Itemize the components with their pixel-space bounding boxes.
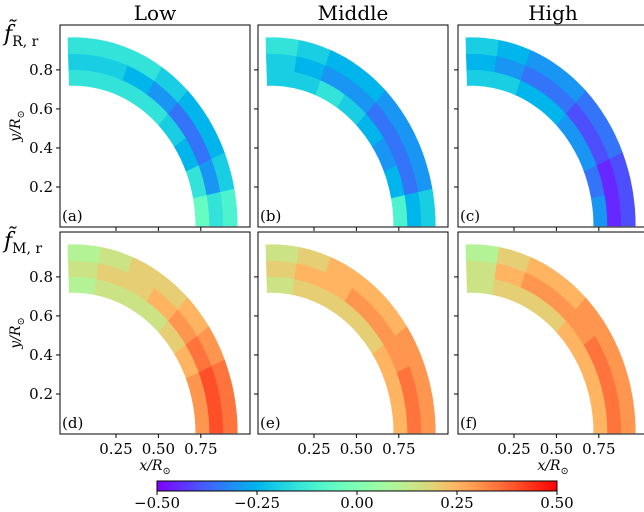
panel-label: (d): [62, 414, 83, 432]
field-cell: [604, 398, 622, 434]
field-cell: [465, 53, 497, 73]
label-text: x/R: [139, 458, 163, 474]
y-tick-label: 0.4: [29, 346, 53, 364]
field-cell: [192, 194, 210, 227]
y-tick-label: 0.6: [29, 100, 53, 118]
axis-label: x/R⊙: [537, 458, 568, 477]
axes-frame: [59, 24, 251, 228]
field-cell: [590, 401, 608, 434]
colorbar-tick-label: 0.00: [340, 494, 373, 512]
field-cell: [67, 37, 101, 57]
field-cell: [265, 244, 299, 264]
column-title: Middle: [318, 1, 389, 25]
x-tick-label: 0.50: [142, 440, 175, 458]
field-cell: [68, 276, 97, 295]
field-cell: [466, 69, 495, 88]
row-label: f̃R, r: [2, 20, 39, 50]
axes-frame: [59, 231, 251, 435]
colorbar: [156, 480, 558, 492]
field-cell: [465, 37, 499, 57]
field-cell: [192, 401, 210, 434]
y-tick-label: 0.4: [29, 139, 53, 157]
row-subscript: R, r: [12, 34, 38, 50]
label-subscript: ⊙: [162, 466, 170, 477]
axes-frame: [457, 231, 644, 435]
field-cell: [266, 276, 295, 295]
axes-frame: [257, 231, 449, 435]
field-cell: [604, 191, 622, 227]
field-cell: [404, 398, 422, 434]
y-tick-label: 0.2: [29, 178, 53, 196]
panel-label: (e): [260, 414, 281, 432]
field-cell: [265, 53, 297, 73]
x-tick-label: 0.50: [340, 440, 373, 458]
colorbar-tick-label: −0.50: [134, 494, 180, 512]
field-cell: [390, 401, 408, 434]
panel-label: (f): [460, 414, 477, 432]
y-tick-label: 0.2: [29, 385, 53, 403]
panel-label: (a): [62, 207, 83, 225]
x-tick-label: 0.50: [540, 440, 573, 458]
field-cell: [68, 69, 97, 88]
axis-label: x/R⊙: [139, 458, 170, 477]
field-cell: [206, 191, 224, 227]
y-tick-label: 0.8: [29, 61, 53, 79]
label-text: x/R: [537, 458, 561, 474]
panel-label: (c): [460, 207, 480, 225]
field-cell: [404, 191, 422, 227]
panel-label: (b): [260, 207, 281, 225]
label-subscript: ⊙: [16, 317, 27, 325]
field-cell: [390, 194, 408, 227]
field-cell: [266, 69, 295, 88]
label-subscript: ⊙: [16, 110, 27, 118]
axis-label: y/R⊙: [8, 317, 27, 349]
axis-label: y/R⊙: [8, 110, 27, 142]
column-title: High: [528, 1, 578, 25]
x-tick-label: 0.75: [582, 440, 615, 458]
field-cell: [590, 194, 608, 227]
y-tick-label: 0.6: [29, 307, 53, 325]
field-cell: [466, 276, 495, 295]
x-tick-label: 0.25: [497, 440, 530, 458]
field-cell: [265, 37, 299, 57]
field-cell: [67, 53, 99, 73]
axes-frame: [257, 24, 449, 228]
label-subscript: ⊙: [560, 466, 568, 477]
field-cell: [465, 260, 497, 280]
field-cell: [67, 244, 101, 264]
column-title: Low: [134, 1, 176, 25]
axes-frame: [457, 24, 644, 228]
y-tick-label: 0.8: [29, 268, 53, 286]
colorbar-tick-label: 0.50: [540, 494, 573, 512]
label-text: y/R: [8, 325, 24, 350]
row-label: f̃M, r: [2, 227, 42, 257]
row-subscript: M, r: [12, 241, 42, 257]
x-tick-label: 0.75: [382, 440, 415, 458]
x-tick-label: 0.75: [184, 440, 217, 458]
field-cell: [206, 398, 224, 434]
x-tick-label: 0.25: [99, 440, 132, 458]
colorbar-tick-label: 0.25: [440, 494, 473, 512]
field-cell: [465, 244, 499, 264]
field-cell: [67, 260, 99, 280]
colorbar-tick-label: −0.25: [234, 494, 280, 512]
x-tick-label: 0.25: [297, 440, 330, 458]
label-text: y/R: [8, 118, 24, 143]
field-cell: [265, 260, 297, 280]
